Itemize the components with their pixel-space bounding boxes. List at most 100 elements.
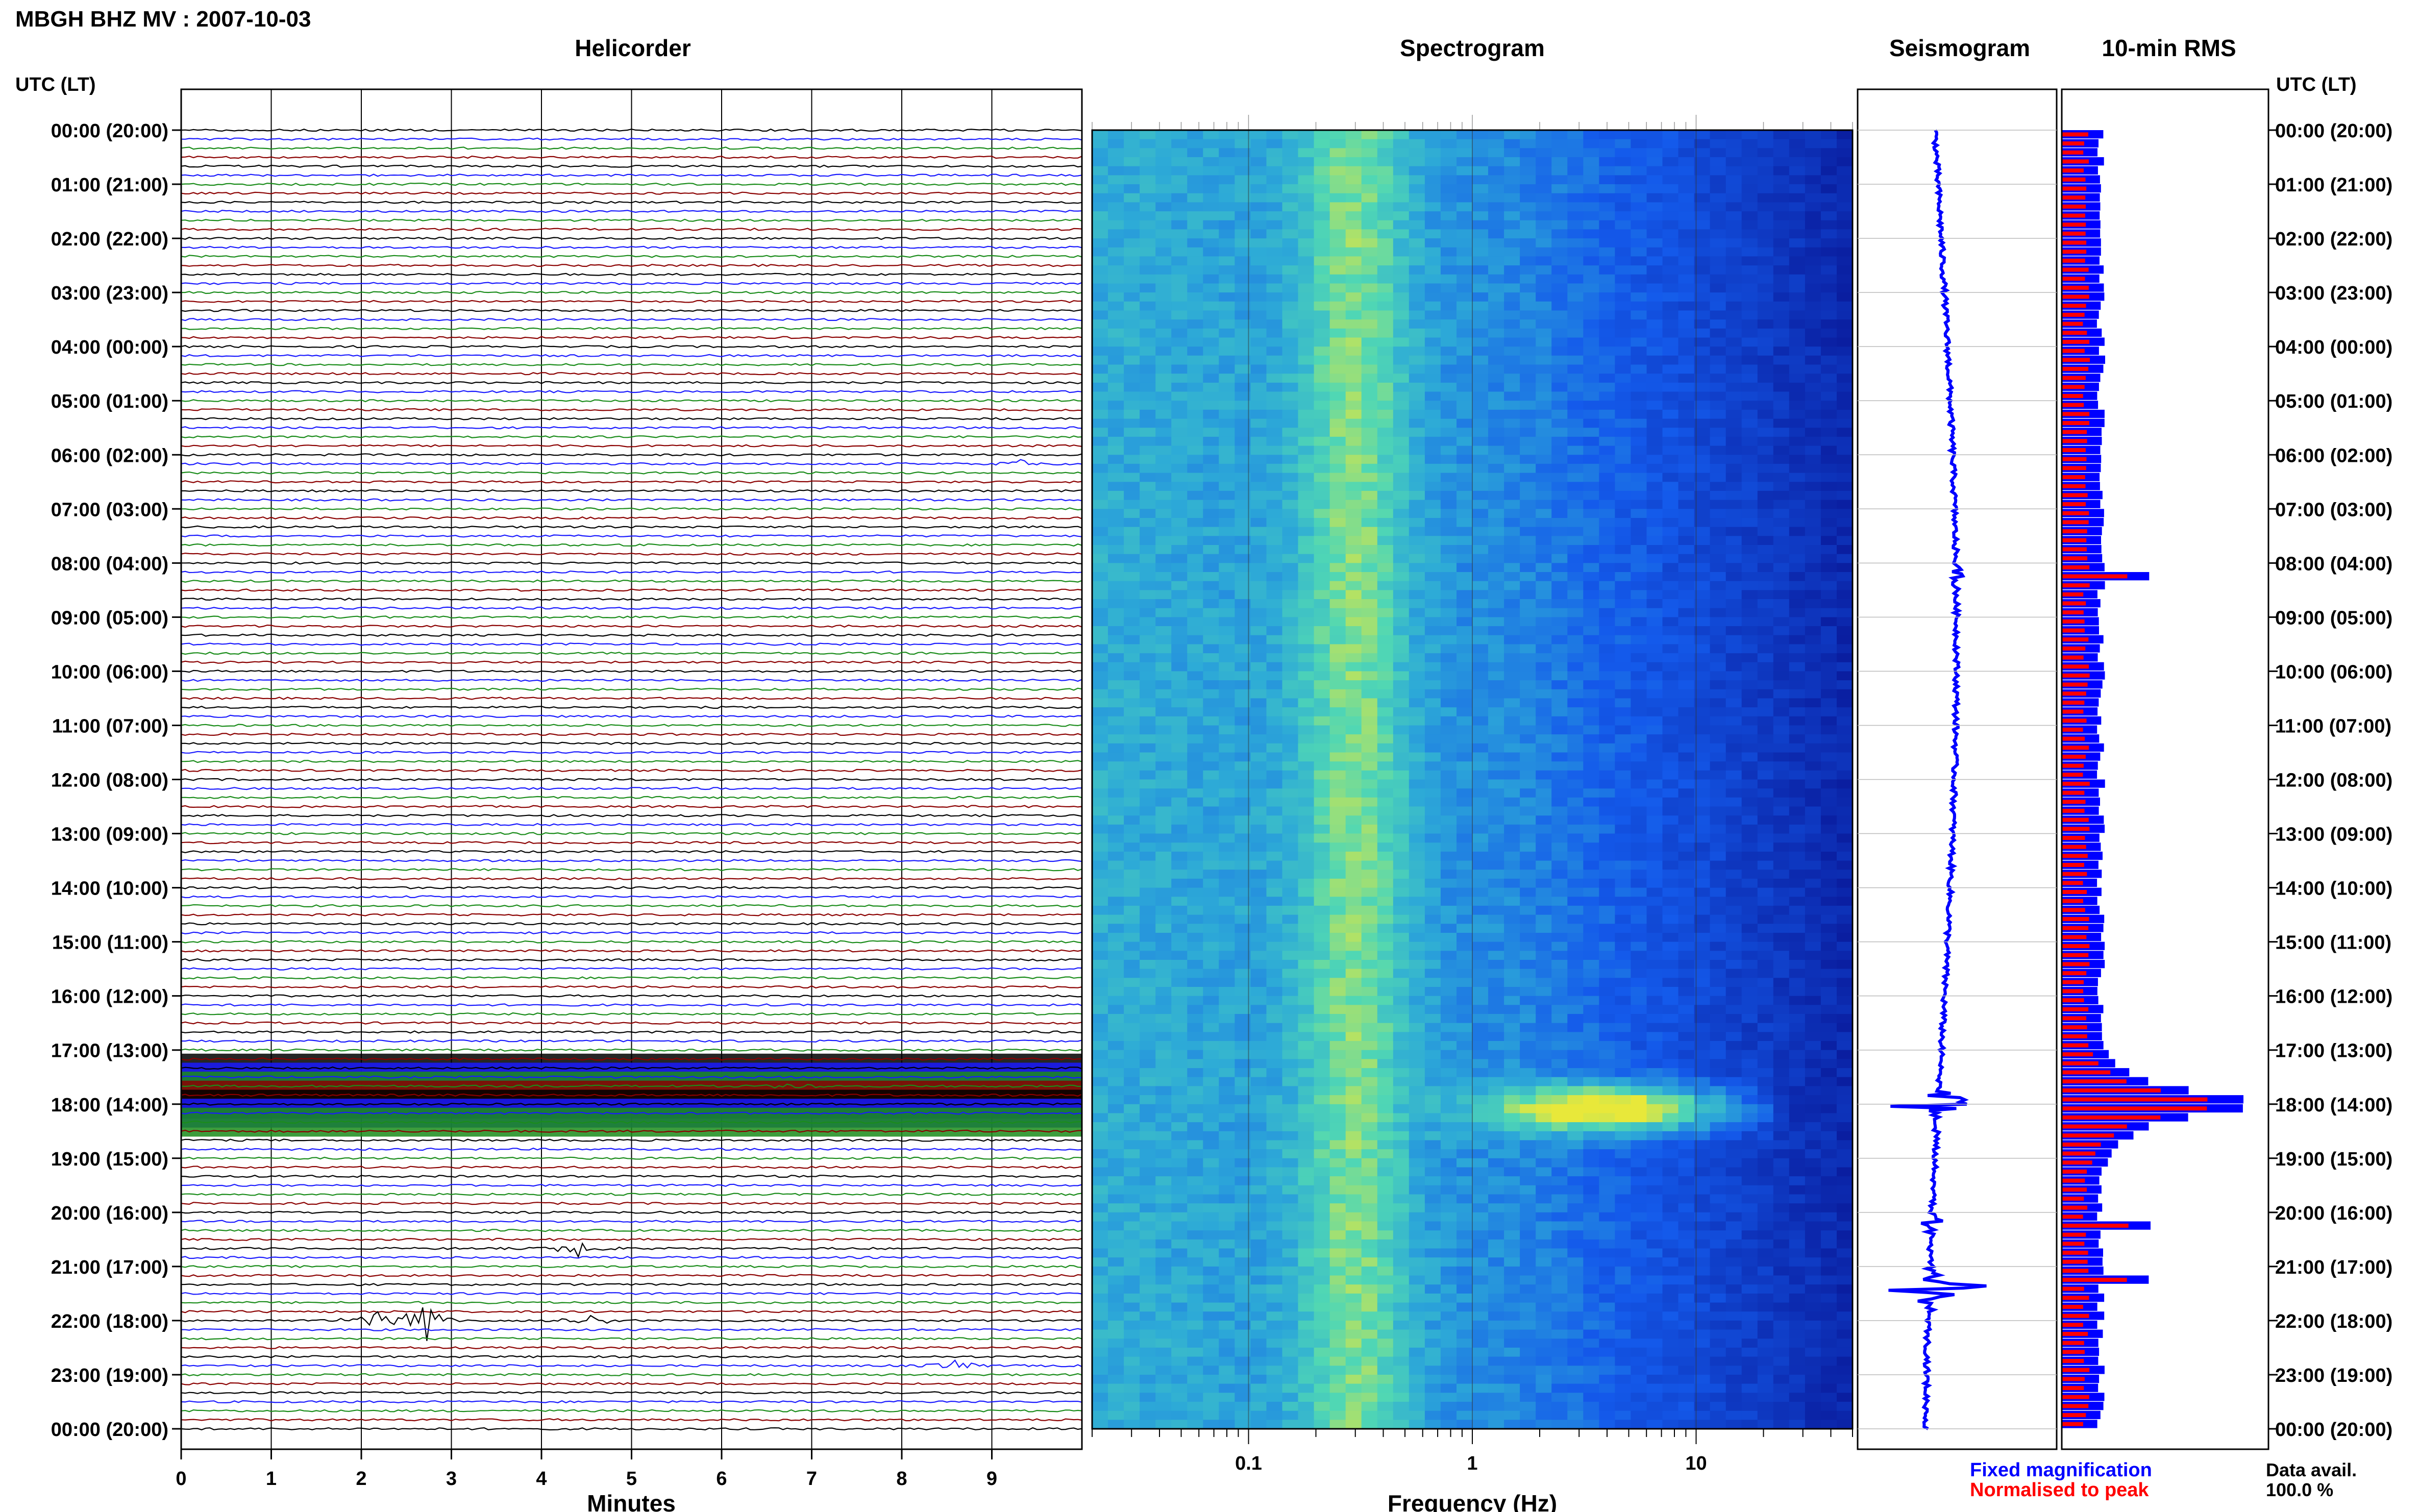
helicorder-trace <box>181 1307 1082 1341</box>
rms-bar-normalised <box>2062 962 2090 966</box>
helicorder-trace <box>181 868 1082 872</box>
helicorder-trace <box>181 209 1082 213</box>
time-axes: 00:00 (20:00) 00:00 (20:00) 01:00 (21:00) 0… <box>51 120 2393 1441</box>
rms-bar-normalised <box>2062 141 2084 146</box>
helicorder-trace <box>181 642 1082 646</box>
time-tick-label-right: 23:00 (19:00) <box>2275 1365 2392 1386</box>
spectrogram-tick-label: 1 <box>1467 1453 1477 1474</box>
rms-bar-normalised <box>2062 854 2088 858</box>
time-tick-label-right: 15:00 (11:00) <box>2275 932 2391 954</box>
helicorder-trace <box>181 814 1082 817</box>
time-tick-label-right: 18:00 (14:00) <box>2275 1095 2392 1116</box>
helicorder-trace <box>181 949 1082 953</box>
time-tick-label-left: 21:00 (17:00) <box>51 1257 168 1278</box>
rms-bar-normalised <box>2062 412 2090 416</box>
helicorder-trace <box>181 588 1082 592</box>
spectrogram-frame <box>1091 129 1854 1430</box>
rms-bar-normalised <box>2062 439 2087 443</box>
rms-bar-normalised <box>2062 989 2084 994</box>
time-tick-label-right: 03:00 (23:00) <box>2275 283 2392 304</box>
time-tick-label-left: 06:00 (02:00) <box>51 445 168 466</box>
rms-bar-normalised <box>2062 646 2086 651</box>
rms-bar-normalised <box>2062 1313 2089 1318</box>
legend-normalised-to-peak: Normalised to peak <box>1970 1479 2149 1501</box>
rms-bar-normalised <box>2062 321 2083 326</box>
rms-bar-normalised <box>2062 349 2085 353</box>
rms-bar-normalised <box>2062 754 2086 759</box>
y-axis-label-left: UTC (LT) <box>15 74 96 95</box>
helicorder-trace <box>181 796 1082 799</box>
helicorder-trace <box>181 1427 1082 1431</box>
helicorder-trace <box>181 1346 1082 1350</box>
helicorder-trace <box>181 1083 1082 1089</box>
helicorder-trace <box>181 1237 1082 1241</box>
rms-bar-normalised <box>2062 682 2088 687</box>
helicorder-trace <box>181 173 1082 177</box>
rms-bar-normalised <box>2062 1007 2089 1011</box>
rms-bar-normalised <box>2062 944 2090 948</box>
helicorder-trace <box>181 1012 1082 1016</box>
time-tick-label-left: 13:00 (09:00) <box>51 824 168 846</box>
helicorder-trace <box>181 741 1082 745</box>
helicorder-trace <box>181 823 1082 827</box>
rms-bar-normalised <box>2062 1368 2090 1372</box>
rms-bar-normalised <box>2062 899 2083 903</box>
helicorder-tick-label: 8 <box>896 1468 907 1490</box>
helicorder-trace <box>181 1003 1082 1007</box>
helicorder-trace <box>181 697 1082 700</box>
helicorder-trace <box>181 606 1082 610</box>
rms-bar-normalised <box>2062 637 2089 642</box>
rms-bar-normalised <box>2062 250 2087 254</box>
time-tick-label-left: 11:00 (07:00) <box>52 715 168 737</box>
rms-bar-normalised <box>2062 1413 2086 1418</box>
helicorder-trace <box>181 660 1082 664</box>
helicorder-trace <box>181 236 1082 240</box>
rms-bar-normalised <box>2062 790 2085 795</box>
rms-bar-normalised <box>2062 971 2087 976</box>
time-tick-label-right: 21:00 (17:00) <box>2275 1257 2392 1278</box>
helicorder-trace <box>181 778 1082 781</box>
rms-bar-normalised <box>2062 1115 2161 1120</box>
time-tick-label-left: 23:00 (19:00) <box>51 1365 168 1386</box>
time-tick-label-left: 03:00 (23:00) <box>51 283 168 304</box>
rms-bar-normalised <box>2062 502 2086 506</box>
helicorder-tick-label: 1 <box>266 1468 277 1490</box>
panel-title-rms: 10-min RMS <box>2102 35 2236 61</box>
helicorder-trace <box>181 317 1082 321</box>
rms-bar-normalised <box>2062 150 2084 155</box>
figure-title: MBGH BHZ MV : 2007-10-03 <box>15 7 311 32</box>
helicorder-trace <box>181 1111 1082 1115</box>
helicorder-trace <box>181 1400 1082 1404</box>
rms-bar-normalised <box>2062 1034 2087 1038</box>
helicorder-trace <box>181 155 1082 159</box>
helicorder-trace <box>181 435 1082 439</box>
helicorder-trace <box>181 471 1082 475</box>
helicorder-trace <box>181 1210 1082 1214</box>
rms-bar-normalised <box>2062 773 2083 777</box>
rms-bar-normalised <box>2062 808 2085 813</box>
helicorder-trace <box>181 228 1082 231</box>
rms-bar-normalised <box>2062 339 2090 344</box>
rms-bar-normalised <box>2062 890 2087 894</box>
helicorder-trace <box>181 859 1082 862</box>
seismogram-panel <box>1857 88 2058 1450</box>
rms-bar-normalised <box>2062 1070 2111 1075</box>
rms-bar-normalised <box>2062 421 2089 425</box>
helicorder-tick-label: 3 <box>446 1468 457 1490</box>
helicorder-trace <box>181 534 1082 538</box>
rms-bar-normalised <box>2062 1196 2084 1201</box>
rms-bar-normalised <box>2062 727 2083 732</box>
time-tick-label-left: 07:00 (03:00) <box>51 499 168 520</box>
rms-bar-normalised <box>2062 746 2089 750</box>
time-tick-label-left: 04:00 (00:00) <box>51 337 168 358</box>
helicorder-trace <box>181 850 1082 854</box>
rms-bar-normalised <box>2062 366 2089 371</box>
helicorder-trace <box>181 1175 1082 1178</box>
time-tick-label-left: 15:00 (11:00) <box>52 932 168 954</box>
helicorder-trace <box>181 290 1082 294</box>
rms-bar-normalised <box>2062 1259 2088 1264</box>
helicorder-trace <box>181 399 1082 403</box>
helicorder-trace <box>181 561 1082 565</box>
time-tick-label-left: 12:00 (08:00) <box>51 770 168 791</box>
rms-bar-normalised <box>2062 1223 2129 1228</box>
